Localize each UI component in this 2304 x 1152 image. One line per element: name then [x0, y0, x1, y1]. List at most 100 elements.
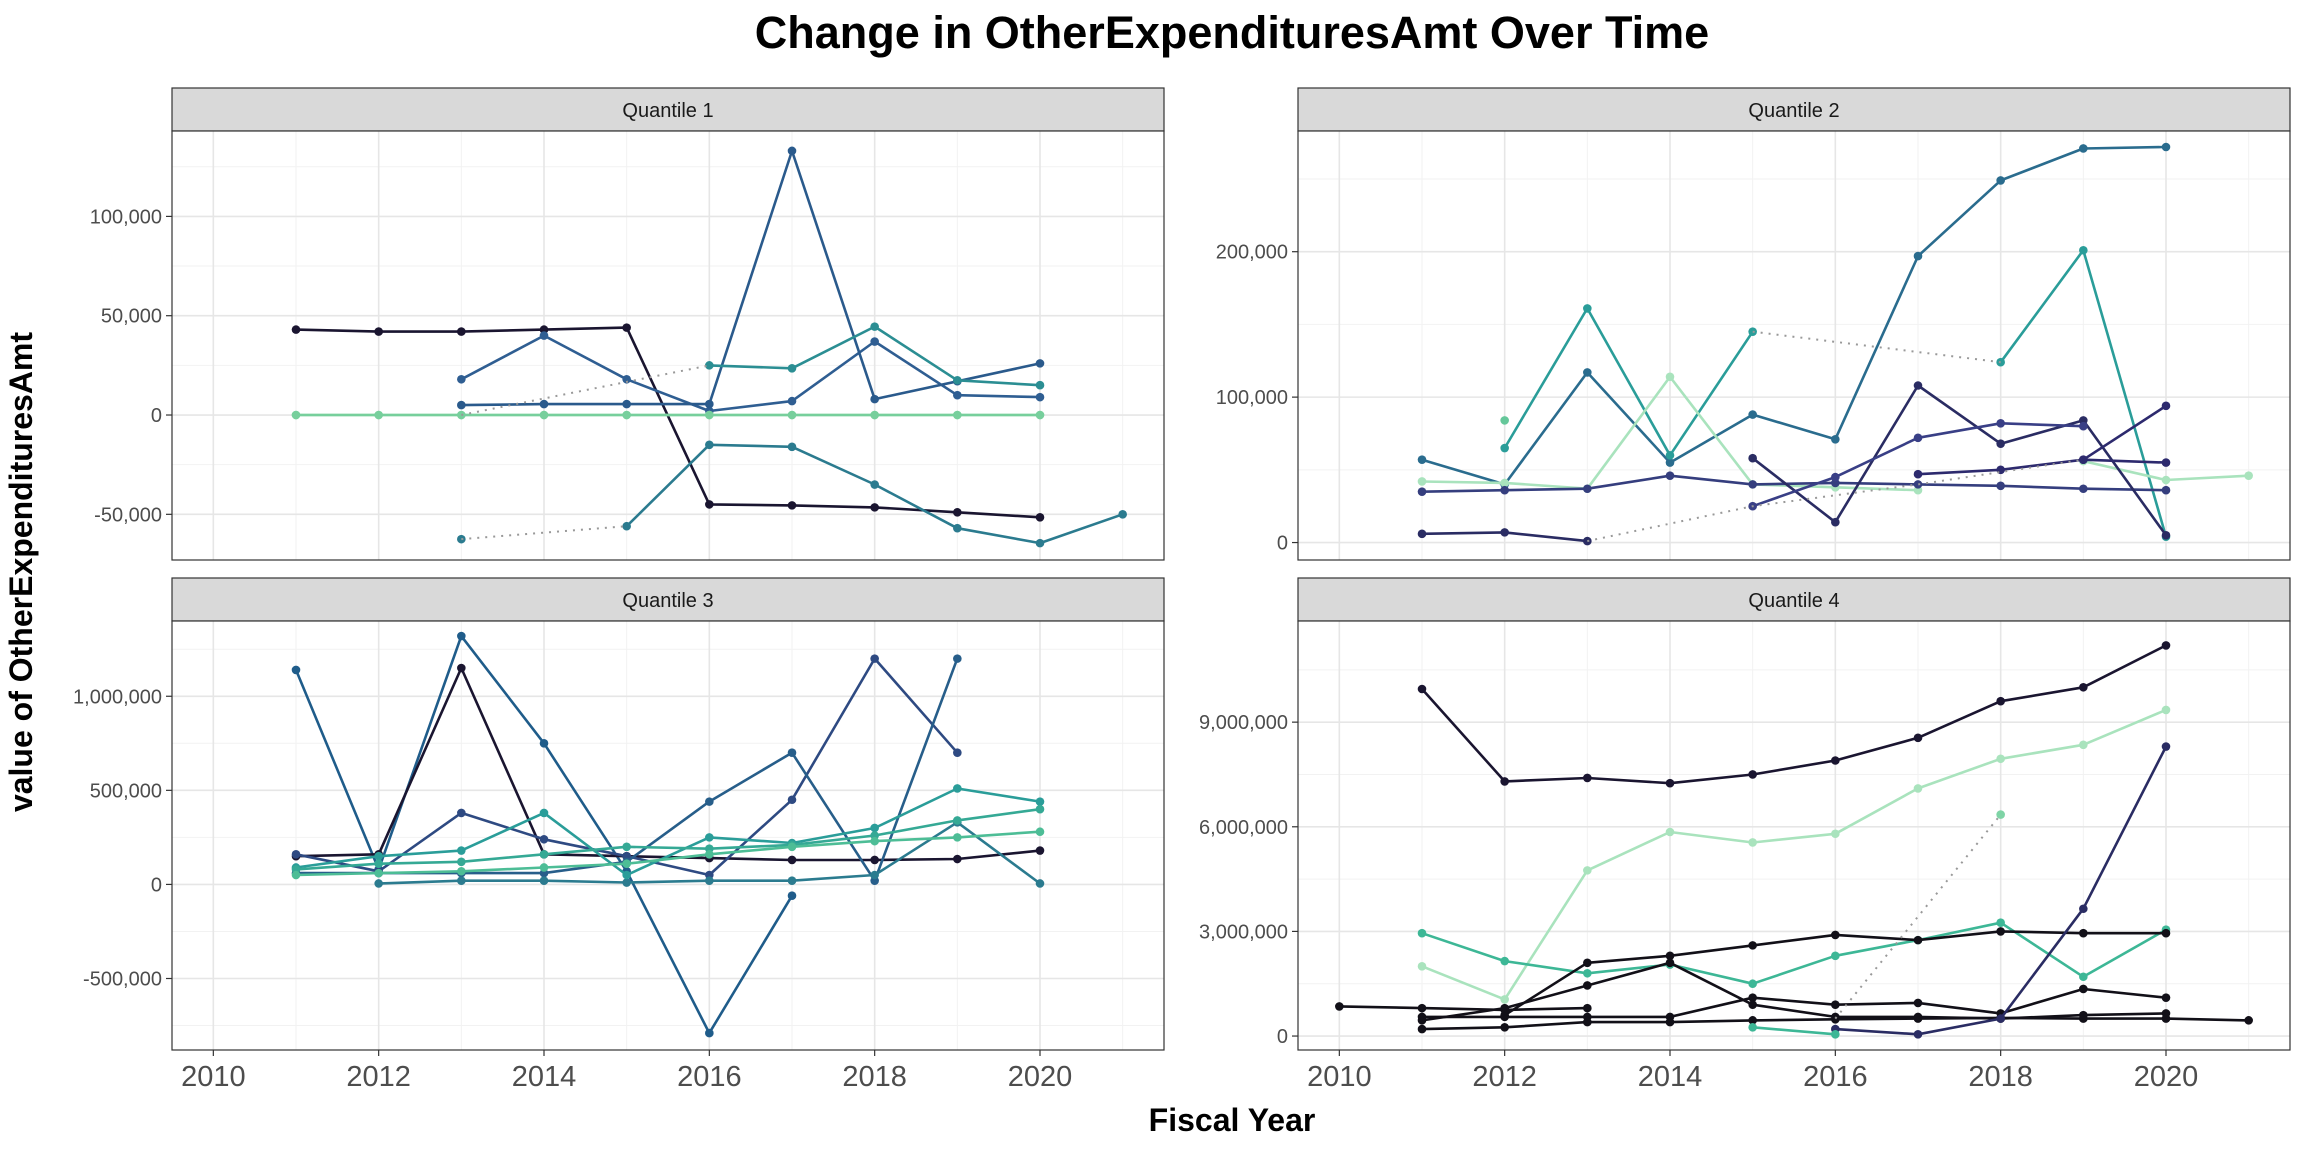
data-point — [1417, 928, 1427, 938]
series — [1748, 381, 2171, 540]
y-tick-label: 100,000 — [1216, 387, 1288, 409]
data-point — [1748, 993, 1757, 1002]
series-line — [2083, 458, 2167, 464]
y-tick-label: 100,000 — [90, 206, 162, 228]
y-tick-label: 0 — [1277, 533, 1288, 555]
series-line — [461, 149, 1041, 407]
data-point — [457, 327, 466, 336]
series — [1417, 1013, 2253, 1034]
data-point — [1035, 827, 1045, 837]
x-tick-label: 2020 — [1008, 1061, 1073, 1093]
data-point — [622, 323, 631, 332]
data-point — [1035, 359, 1045, 368]
panels-layer: Quantile 1-50,000050,000100,000Quantile … — [73, 87, 2291, 1093]
series — [1417, 705, 2171, 1004]
series — [457, 331, 1045, 416]
data-point — [953, 784, 962, 793]
data-point — [291, 870, 301, 880]
series-connector-dotted — [1752, 330, 2001, 364]
data-point — [291, 325, 301, 334]
data-point — [457, 663, 466, 673]
data-point — [1500, 416, 1509, 425]
data-point — [1748, 1000, 1757, 1009]
data-point — [1913, 381, 1923, 390]
data-point — [2161, 142, 2171, 152]
data-point — [1665, 372, 1675, 382]
data-point — [1500, 777, 1509, 786]
data-point — [457, 400, 466, 410]
data-point — [1831, 756, 1840, 765]
series — [1748, 1023, 1840, 1039]
data-point — [1996, 927, 2005, 936]
data-point — [2161, 475, 2171, 485]
data-point — [2161, 458, 2171, 467]
series — [1996, 810, 2005, 819]
data-point — [539, 399, 549, 409]
data-point — [2161, 1014, 2171, 1023]
data-point — [2161, 705, 2171, 715]
data-point — [374, 859, 383, 869]
data-point — [1665, 471, 1675, 480]
data-point — [870, 836, 879, 846]
data-point — [1035, 846, 1045, 855]
data-point — [1583, 1003, 1592, 1013]
x-tick-label: 2020 — [2134, 1061, 2199, 1093]
series-line — [1917, 404, 2167, 476]
data-point — [1831, 951, 1840, 961]
data-point — [1500, 478, 1509, 488]
facet-label: Quantile 1 — [622, 100, 713, 122]
plot-area — [1298, 131, 2290, 560]
facet-label: Quantile 2 — [1748, 100, 1839, 122]
data-point — [870, 322, 879, 331]
data-point — [1913, 480, 1923, 489]
series — [622, 440, 1127, 548]
data-point — [1831, 1030, 1840, 1039]
data-point — [1500, 1023, 1509, 1032]
data-point — [1996, 1014, 2005, 1023]
data-point — [1665, 827, 1675, 837]
x-tick-label: 2016 — [1803, 1061, 1868, 1093]
data-point — [1118, 510, 1127, 519]
series — [291, 827, 1045, 880]
data-point — [870, 823, 879, 833]
series-line — [1751, 384, 2168, 537]
data-point — [787, 442, 797, 452]
data-point — [1035, 380, 1045, 390]
data-point — [539, 739, 549, 748]
data-point — [1748, 480, 1757, 489]
data-point — [2244, 1016, 2253, 1025]
data-point — [787, 396, 797, 406]
data-point — [622, 878, 631, 887]
data-point — [2079, 1014, 2088, 1023]
data-point — [705, 440, 714, 450]
data-point — [1583, 773, 1592, 783]
data-point — [2079, 421, 2088, 431]
data-point — [1583, 368, 1592, 377]
plot-area — [172, 621, 1164, 1050]
series-line — [1421, 474, 2167, 493]
data-point — [2079, 984, 2088, 994]
data-point — [870, 870, 879, 880]
data-point — [1035, 410, 1045, 420]
data-point — [1996, 439, 2005, 448]
data-point — [870, 337, 879, 346]
facet-strip — [1297, 577, 2291, 622]
data-point — [2161, 742, 2171, 751]
data-point — [622, 521, 631, 531]
data-point — [1583, 958, 1592, 968]
data-point — [622, 374, 631, 384]
series-line — [295, 807, 1041, 871]
data-point — [374, 879, 383, 888]
y-tick-label: 3,000,000 — [1199, 921, 1288, 943]
data-point — [1913, 1030, 1923, 1039]
data-point — [539, 863, 549, 872]
data-point — [1748, 327, 1757, 336]
data-point — [622, 399, 631, 409]
panel-border — [171, 130, 1165, 561]
data-point — [2161, 641, 2171, 650]
data-point — [539, 410, 549, 420]
data-point — [953, 654, 962, 663]
facet-label: Quantile 3 — [622, 590, 713, 612]
data-point — [1417, 1016, 1427, 1025]
